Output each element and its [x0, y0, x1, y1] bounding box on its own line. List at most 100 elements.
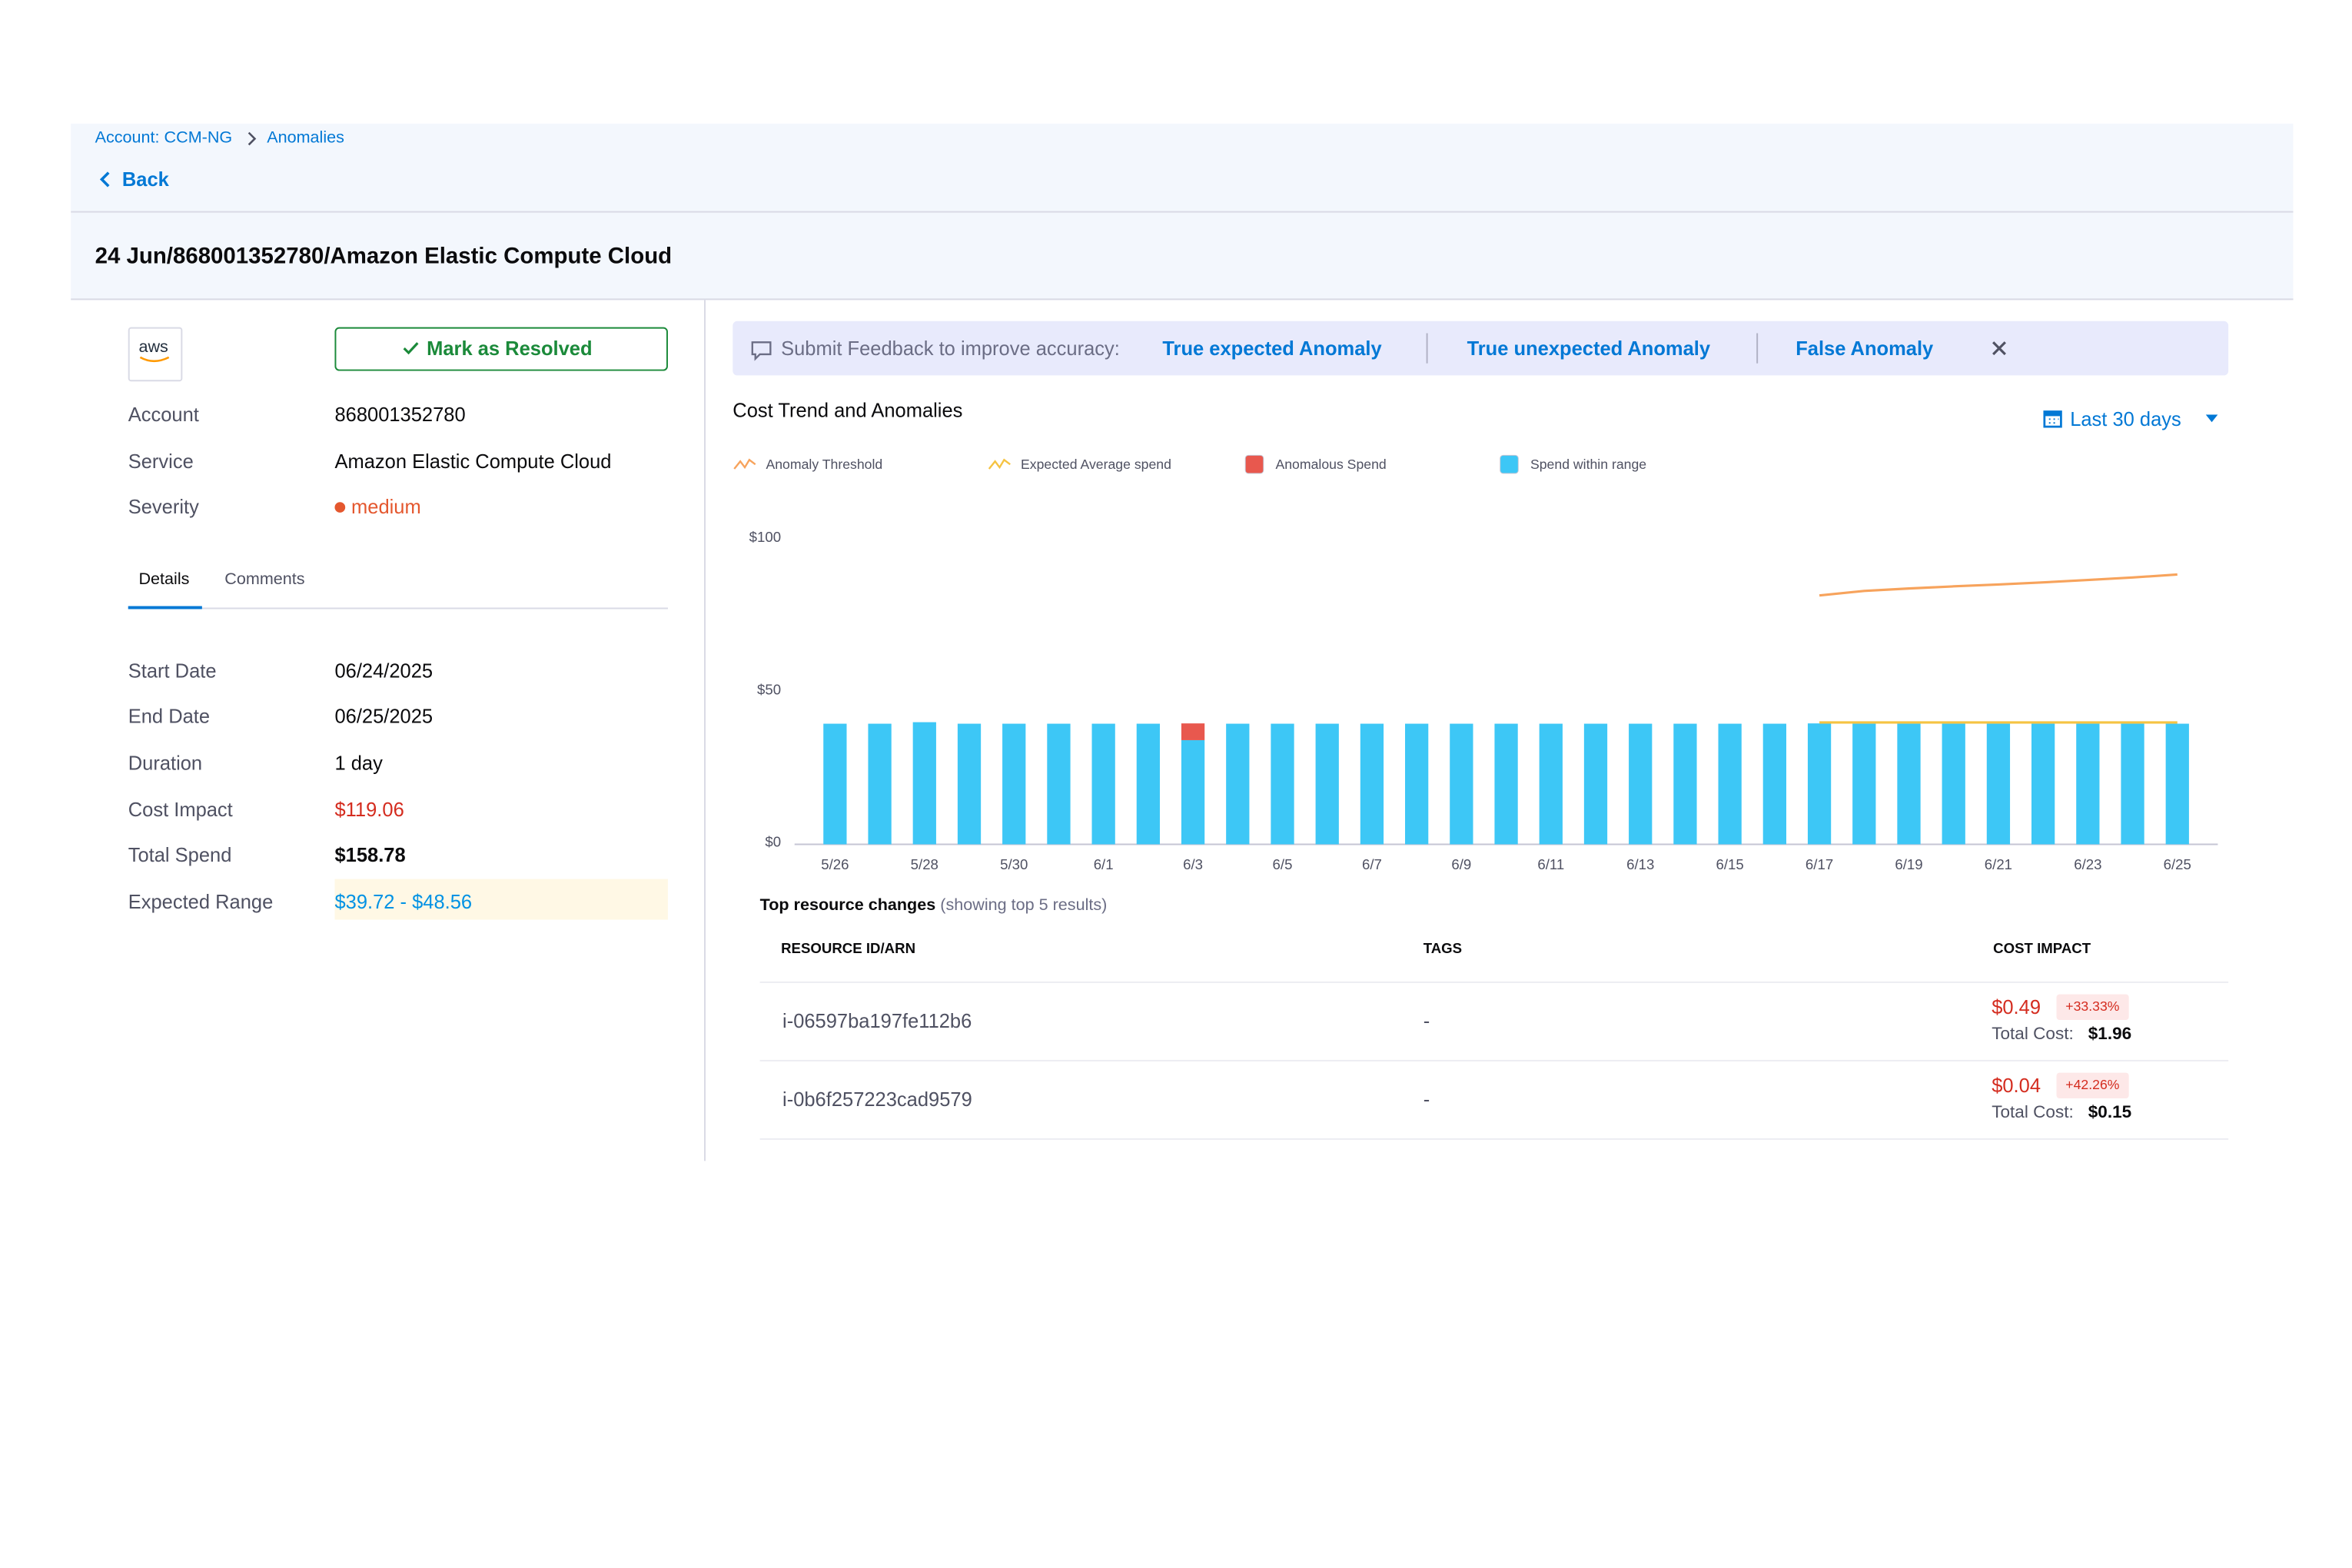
x-tick-label: 5/30 [1000, 856, 1028, 872]
feedback-option[interactable]: True unexpected Anomaly [1467, 337, 1711, 360]
x-tick-label: 5/26 [821, 856, 849, 872]
legend-icon [988, 458, 1011, 470]
column-header: TAGS [1423, 941, 1463, 958]
field-value: $158.78 [334, 843, 406, 866]
row-line [759, 1059, 2229, 1061]
bar [2031, 723, 2055, 845]
field-label: Start Date [128, 659, 217, 683]
x-tick-label: 6/19 [1895, 856, 1922, 872]
tab[interactable]: Comments [224, 570, 305, 589]
legend-swatch [1500, 454, 1519, 474]
bar [1986, 723, 2011, 845]
bar [1807, 723, 1832, 845]
breadcrumb-link[interactable]: Account: CCM-NG [95, 128, 233, 148]
comment-icon [751, 341, 772, 361]
x-tick-label: 6/11 [1537, 856, 1564, 872]
field-label: Account [128, 403, 199, 427]
bar [1583, 723, 1608, 845]
logo-smile [139, 356, 170, 363]
bar [1897, 723, 1921, 845]
bar [1226, 723, 1250, 845]
resource-id: i-0b6f257223cad9579 [782, 1088, 972, 1111]
resolve-button[interactable] [334, 327, 668, 371]
total-value: $0.15 [2088, 1104, 2132, 1122]
bar [823, 723, 847, 845]
change-badge: +33.33% [2056, 994, 2129, 1020]
tags: - [1423, 1088, 1430, 1111]
field-label: Severity [128, 495, 199, 518]
legend-line [733, 458, 756, 470]
y-tick-label: $0 [765, 833, 781, 849]
y-tick-label: $50 [757, 681, 781, 697]
bar [1002, 723, 1026, 845]
total-value: $1.96 [2088, 1025, 2132, 1044]
legend-label: Anomaly Threshold [766, 457, 883, 472]
field-value: 868001352780 [334, 403, 466, 427]
y-tick-label: $100 [749, 529, 781, 545]
bar [1136, 723, 1161, 845]
table-title: Top resource changes [759, 896, 936, 915]
close-icon[interactable] [1992, 341, 2007, 356]
feedback-option[interactable]: False Anomaly [1796, 337, 1934, 360]
field-label: End Date [128, 705, 211, 728]
column-header: RESOURCE ID/ARN [781, 941, 916, 958]
tab-indicator [128, 606, 202, 610]
bar [1091, 723, 1115, 845]
chart: $0 $50 $100 5/26 5/28 5/30 6/1 6/3 6/5 6/7 6/9 6/11… [749, 529, 2218, 872]
x-tick-label: 6/9 [1451, 856, 1471, 872]
tab[interactable]: Details [138, 570, 190, 589]
range-highlight [334, 879, 668, 920]
field-value: 06/25/2025 [334, 705, 434, 728]
field-label: Cost Impact [128, 798, 233, 822]
total-label: Total Cost: [1992, 1025, 2074, 1044]
bar [2076, 723, 2100, 845]
severity-dot [334, 502, 346, 513]
field-label: Service [128, 450, 194, 473]
bar [957, 723, 982, 845]
field-value: Amazon Elastic Compute Cloud [334, 450, 612, 473]
separator [1756, 333, 1759, 364]
x-tick-label: 6/25 [2164, 856, 2191, 872]
x-tick-label: 6/3 [1183, 856, 1203, 872]
cost: $0.04 [1992, 1074, 2041, 1098]
divider [704, 300, 706, 1161]
resource-id: i-06597ba197fe112b6 [782, 1009, 972, 1032]
severity-value: medium [351, 495, 421, 518]
range-picker[interactable]: Last 30 days [2070, 407, 2181, 431]
bar [1539, 723, 1563, 845]
feedback-option[interactable]: True expected Anomaly [1162, 337, 1382, 360]
bar [2121, 723, 2144, 845]
legend-line [988, 458, 1011, 470]
bar [1718, 723, 1742, 845]
bar [2165, 723, 2189, 845]
feedback-bar [733, 321, 2229, 376]
bar [1405, 723, 1429, 845]
bar [1450, 723, 1473, 845]
legend-icon [1244, 454, 1264, 474]
breadcrumb-link[interactable]: Anomalies [267, 128, 344, 148]
column-header: COST IMPACT [1993, 941, 2091, 958]
bar [1315, 723, 1339, 845]
bar [1942, 723, 1965, 845]
chart-title: Cost Trend and Anomalies [733, 398, 963, 422]
bar [1629, 723, 1653, 845]
feedback-prompt: Submit Feedback to improve accuracy: [781, 337, 1120, 360]
change-badge: +42.26% [2056, 1072, 2129, 1098]
x-tick-label: 6/5 [1273, 856, 1293, 872]
legend-item: Spend within range [1497, 452, 1646, 476]
back-link[interactable]: Back [121, 168, 169, 191]
bar [912, 722, 936, 845]
resolve-label[interactable]: Mark as Resolved [427, 337, 593, 360]
legend-swatch [1244, 454, 1264, 474]
field-label: Total Spend [128, 843, 232, 866]
calendar-icon[interactable] [2043, 409, 2063, 429]
legend-icon [733, 458, 756, 470]
chevron [247, 131, 257, 146]
caret[interactable] [2205, 414, 2220, 424]
legend-item: Anomaly Threshold [733, 452, 882, 476]
bar [1494, 723, 1518, 845]
logo-box [128, 327, 183, 382]
legend-item: Expected Average spend [988, 452, 1171, 476]
